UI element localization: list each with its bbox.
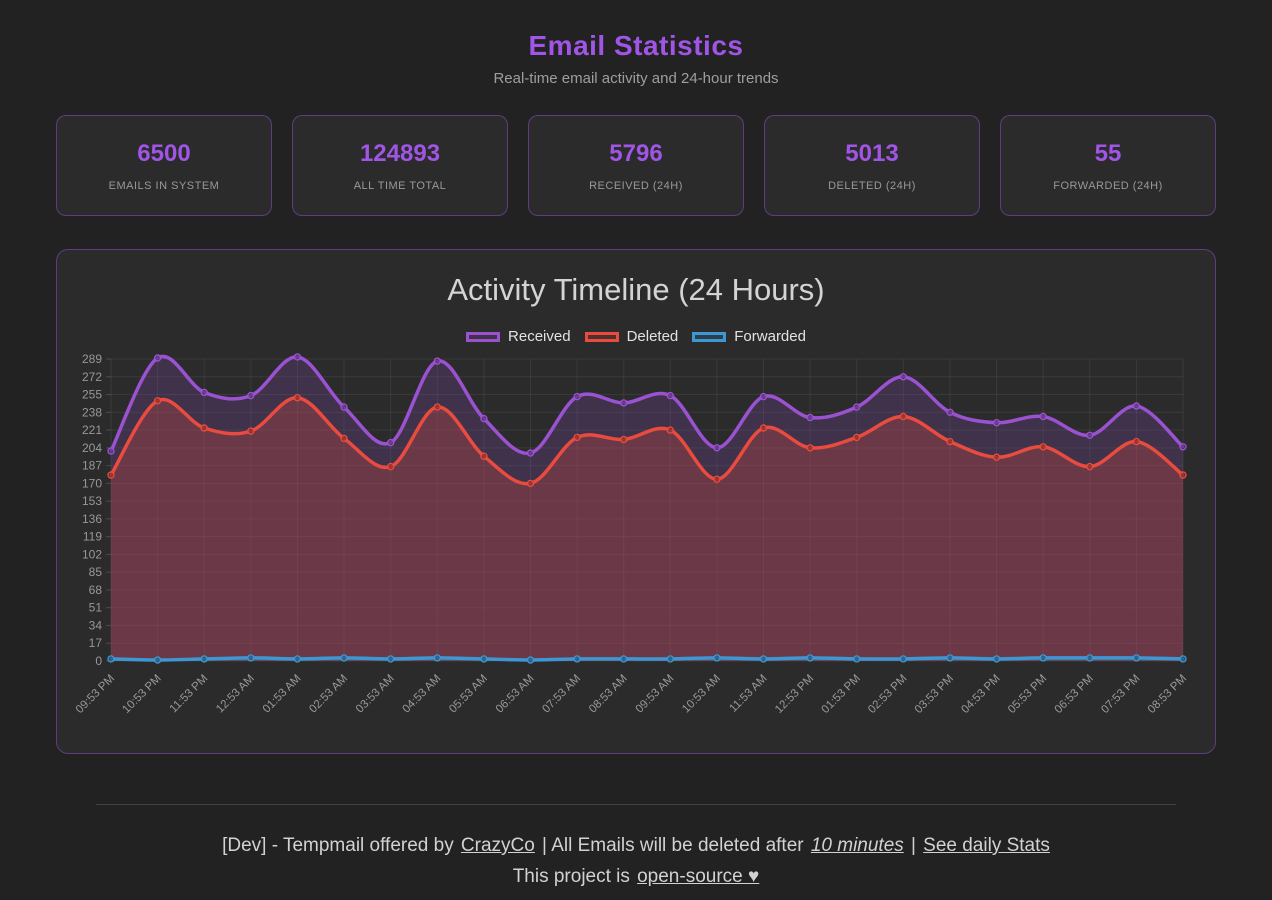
page-title: Email Statistics: [528, 30, 744, 61]
svg-text:187: 187: [82, 459, 102, 473]
legend-item-forwarded[interactable]: Forwarded: [692, 328, 806, 345]
svg-text:17: 17: [89, 636, 103, 650]
svg-text:01:53 PM: 01:53 PM: [820, 673, 863, 716]
stat-value: 55: [1094, 139, 1122, 167]
svg-text:03:53 AM: 03:53 AM: [354, 673, 397, 716]
svg-text:238: 238: [82, 405, 102, 419]
svg-text:11:53 AM: 11:53 AM: [727, 673, 769, 715]
ten-minutes-link[interactable]: 10 minutes: [810, 835, 904, 856]
svg-text:05:53 PM: 05:53 PM: [1006, 673, 1049, 716]
stat-value: 5013: [845, 139, 899, 167]
footer-line-2: This project is open-source ♥: [56, 866, 1216, 888]
chart-panel: Activity Timeline (24 Hours) Received Del…: [56, 249, 1216, 754]
stat-label: EMAILS IN SYSTEM: [108, 179, 220, 192]
footer-separator: |: [911, 835, 916, 856]
svg-text:204: 204: [82, 441, 102, 455]
svg-text:03:53 PM: 03:53 PM: [913, 673, 956, 716]
open-source-link[interactable]: open-source ♥: [637, 866, 760, 887]
svg-text:08:53 PM: 08:53 PM: [1146, 673, 1189, 716]
stat-label: DELETED (24H): [828, 179, 916, 192]
svg-text:07:53 PM: 07:53 PM: [1099, 673, 1142, 716]
stat-card-received-24h: 5796 RECEIVED (24H): [528, 115, 744, 216]
stat-value: 124893: [359, 139, 441, 167]
svg-text:153: 153: [82, 494, 102, 508]
svg-text:04:53 PM: 04:53 PM: [959, 673, 1002, 716]
svg-text:34: 34: [89, 618, 103, 632]
svg-text:07:53 AM: 07:53 AM: [540, 673, 583, 716]
svg-text:136: 136: [82, 512, 102, 526]
svg-text:119: 119: [83, 530, 102, 544]
svg-text:289: 289: [82, 352, 102, 366]
footer-text-middle: | All Emails will be deleted after: [542, 835, 804, 856]
footer-text-line2: This project is: [512, 866, 630, 887]
legend-label: Forwarded: [734, 328, 806, 345]
svg-text:08:53 AM: 08:53 AM: [587, 673, 630, 716]
svg-text:11:53 PM: 11:53 PM: [168, 673, 211, 716]
svg-text:10:53 AM: 10:53 AM: [680, 673, 723, 716]
crazyco-link[interactable]: CrazyCo: [460, 835, 535, 856]
legend-item-deleted[interactable]: Deleted: [584, 328, 679, 345]
legend-swatch-received: [466, 331, 501, 342]
svg-text:04:53 AM: 04:53 AM: [401, 673, 444, 716]
svg-text:85: 85: [89, 565, 103, 579]
legend-label: Received: [508, 328, 571, 345]
stat-card-all-time-total: 124893 ALL TIME TOTAL: [292, 115, 508, 216]
svg-text:09:53 AM: 09:53 AM: [634, 673, 677, 716]
legend-label: Deleted: [626, 328, 679, 345]
stat-label: FORWARDED (24H): [1053, 179, 1163, 192]
svg-text:12:53 PM: 12:53 PM: [773, 673, 816, 716]
svg-text:221: 221: [82, 423, 102, 437]
svg-text:02:53 PM: 02:53 PM: [866, 673, 909, 716]
see-daily-stats-link[interactable]: See daily Stats: [923, 835, 1050, 856]
svg-text:255: 255: [82, 388, 102, 402]
stat-value: 5796: [609, 139, 663, 167]
svg-text:06:53 AM: 06:53 AM: [494, 673, 537, 716]
stat-value: 6500: [137, 139, 191, 167]
stat-card-forwarded-24h: 55 FORWARDED (24H): [1000, 115, 1216, 216]
page-header: Email Statistics Real-time email activit…: [56, 0, 1216, 87]
page: Email Statistics Real-time email activit…: [56, 0, 1216, 888]
svg-text:170: 170: [82, 476, 102, 490]
footer-divider: [96, 804, 1176, 805]
svg-text:68: 68: [89, 583, 103, 597]
legend-swatch-deleted: [584, 331, 619, 342]
svg-text:0: 0: [95, 654, 102, 668]
chart-legend: Received Deleted Forwarded: [57, 328, 1215, 345]
chart-canvas[interactable]: 0 17 34 51 68 85 102 119 136 153 170 187 204 221 238 25…: [57, 351, 1215, 741]
svg-text:12:53 AM: 12:53 AM: [214, 673, 257, 716]
svg-text:272: 272: [82, 370, 102, 384]
stats-row: 6500 EMAILS IN SYSTEM 124893 ALL TIME TO…: [56, 115, 1216, 216]
page-subtitle: Real-time email activity and 24-hour tre…: [493, 70, 779, 87]
svg-text:01:53 AM: 01:53 AM: [261, 673, 304, 716]
svg-text:05:53 AM: 05:53 AM: [447, 673, 490, 716]
stat-card-deleted-24h: 5013 DELETED (24H): [764, 115, 980, 216]
legend-item-received[interactable]: Received: [466, 328, 571, 345]
svg-text:10:53 PM: 10:53 PM: [120, 673, 163, 716]
footer-line-1: [Dev] - Tempmail offered by CrazyCo | Al…: [56, 835, 1216, 857]
stat-card-emails-in-system: 6500 EMAILS IN SYSTEM: [56, 115, 272, 216]
svg-text:51: 51: [89, 601, 103, 615]
footer-text-prefix: [Dev] - Tempmail offered by: [222, 835, 454, 856]
svg-text:06:53 PM: 06:53 PM: [1053, 673, 1096, 716]
footer: [Dev] - Tempmail offered by CrazyCo | Al…: [56, 835, 1216, 888]
stat-label: RECEIVED (24H): [589, 179, 683, 192]
svg-text:09:53 PM: 09:53 PM: [74, 673, 117, 716]
chart-title: Activity Timeline (24 Hours): [447, 272, 825, 307]
stat-label: ALL TIME TOTAL: [353, 179, 447, 192]
legend-swatch-forwarded: [692, 331, 727, 342]
svg-text:102: 102: [82, 547, 102, 561]
svg-text:02:53 AM: 02:53 AM: [307, 673, 350, 716]
